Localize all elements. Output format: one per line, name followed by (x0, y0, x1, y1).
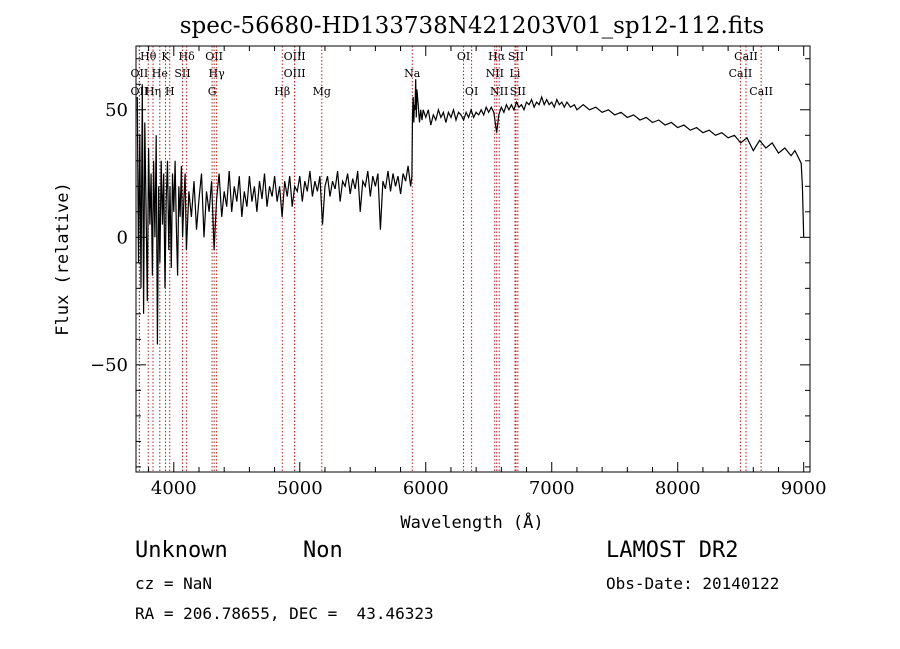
spectral-line-label: Hα (488, 50, 506, 63)
plot-frame (135, 45, 811, 473)
object-subclass: Non (303, 538, 343, 563)
redshift-cz: cz = NaN (135, 574, 213, 593)
x-tick-label: 5000 (277, 478, 323, 499)
spectrum-series-line (136, 79, 805, 345)
coordinates: RA = 206.78655, DEC = 43.46323 (135, 604, 434, 623)
spectral-line-label: Hβ (274, 85, 290, 98)
x-axis-label: Wavelength (Å) (400, 511, 543, 533)
spectral-line-label: NII (490, 85, 508, 98)
spectral-line-label: SII (508, 50, 524, 63)
chart-title: spec-56680-HD133738N421203V01_sp12-112.f… (180, 13, 765, 39)
spectral-line-label: OIII (284, 67, 306, 80)
spectral-line-label: OII (131, 85, 149, 98)
spectral-line-label: Mg (313, 85, 331, 98)
spectral-line-label: OI (465, 85, 478, 98)
spectral-line-label: Hη (145, 85, 161, 98)
spectral-line-label: Hθ (140, 50, 157, 63)
spectral-line-label: NII (486, 67, 504, 80)
x-tick-label: 8000 (655, 478, 701, 499)
x-tick-label: 9000 (781, 478, 827, 499)
spectral-line-label: Hγ (209, 67, 226, 80)
spectral-line-label: CaII (749, 85, 773, 98)
y-tick-label: 50 (105, 100, 128, 121)
spectral-line-label: CaII (734, 50, 758, 63)
spectral-line-label: H (165, 85, 175, 98)
spectral-line-label: OII (205, 50, 223, 63)
spectral-line-label: Hδ (179, 50, 196, 63)
x-tick-label: 4000 (151, 478, 197, 499)
y-tick-label: 0 (117, 227, 128, 248)
spectral-line-label: K (161, 50, 170, 63)
spectral-line-label: CaII (729, 67, 753, 80)
survey-name: LAMOST DR2 (606, 538, 739, 563)
y-tick-label: −50 (90, 355, 128, 376)
observation-date: Obs-Date: 20140122 (606, 574, 780, 593)
spectral-line-label: OII (131, 67, 149, 80)
x-tick-label: 6000 (403, 478, 449, 499)
axis-ticks: 4000 5000 6000 7000 8000 9000 −50 0 50 (90, 46, 827, 499)
spectral-line-label: Na (404, 67, 421, 80)
x-tick-label: 7000 (529, 478, 575, 499)
spectral-line-label: SII (174, 67, 190, 80)
spectral-line-label: He (152, 67, 168, 80)
y-axis-label: Flux (relative) (53, 182, 73, 336)
object-class: Unknown (135, 538, 228, 563)
spectral-line-label: Li (510, 67, 521, 80)
spectral-line-label: G (208, 85, 217, 98)
spectral-line-label: OI (457, 50, 470, 63)
spectral-line-label: SII (510, 85, 526, 98)
